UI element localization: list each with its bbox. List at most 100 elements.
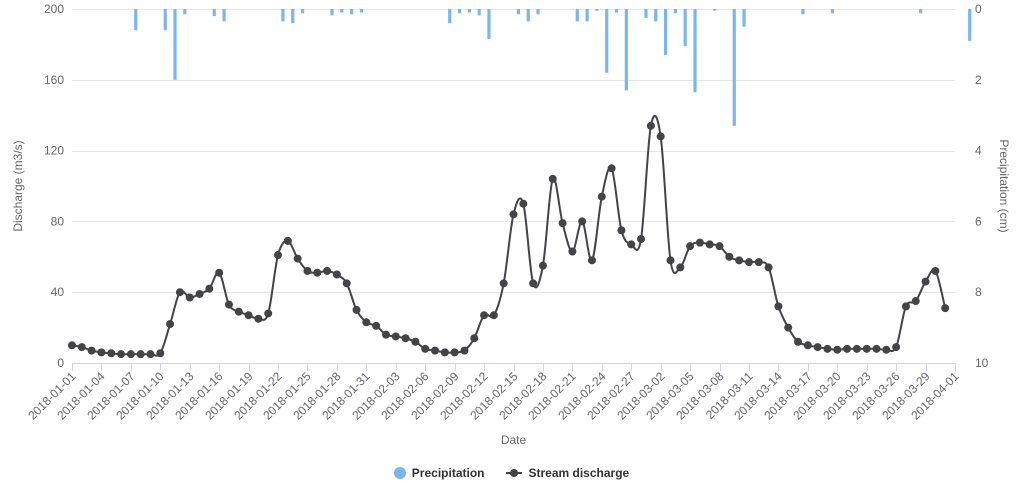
precipitation-bars[interactable]: [134, 9, 972, 126]
discharge-point[interactable]: [244, 311, 253, 320]
discharge-point[interactable]: [852, 344, 861, 353]
discharge-point[interactable]: [911, 297, 920, 306]
discharge-point[interactable]: [362, 318, 371, 327]
precipitation-bar[interactable]: [291, 9, 295, 24]
discharge-point[interactable]: [352, 305, 361, 314]
precipitation-bar[interactable]: [212, 9, 216, 17]
discharge-point[interactable]: [843, 344, 852, 353]
discharge-point[interactable]: [617, 226, 626, 235]
precipitation-bar[interactable]: [585, 9, 589, 22]
discharge-point[interactable]: [666, 256, 675, 265]
discharge-point[interactable]: [332, 270, 341, 279]
discharge-point[interactable]: [185, 293, 194, 302]
precipitation-bar[interactable]: [595, 9, 599, 11]
discharge-point[interactable]: [224, 300, 233, 309]
discharge-point[interactable]: [293, 254, 302, 263]
precipitation-bar[interactable]: [536, 9, 540, 15]
precipitation-bar[interactable]: [624, 9, 628, 91]
discharge-point[interactable]: [568, 247, 577, 256]
precipitation-bar[interactable]: [300, 9, 305, 14]
precipitation-bar[interactable]: [968, 9, 972, 41]
discharge-point[interactable]: [87, 346, 96, 355]
precipitation-bar[interactable]: [222, 9, 226, 22]
discharge-point[interactable]: [489, 311, 498, 320]
discharge-point[interactable]: [431, 346, 440, 355]
discharge-point[interactable]: [401, 334, 410, 343]
precipitation-bar[interactable]: [281, 9, 285, 22]
discharge-point[interactable]: [686, 242, 695, 251]
discharge-point[interactable]: [323, 266, 332, 275]
discharge-point[interactable]: [68, 341, 76, 350]
discharge-point[interactable]: [578, 217, 587, 226]
discharge-point[interactable]: [823, 344, 832, 353]
discharge-point[interactable]: [97, 348, 106, 357]
discharge-point[interactable]: [538, 261, 547, 270]
precipitation-bar[interactable]: [605, 9, 609, 73]
precipitation-bar[interactable]: [575, 9, 579, 22]
precipitation-bar[interactable]: [516, 9, 521, 15]
precipitation-bar[interactable]: [163, 9, 167, 31]
discharge-point[interactable]: [833, 345, 842, 354]
precipitation-bar[interactable]: [654, 9, 658, 22]
discharge-point[interactable]: [519, 199, 528, 208]
discharge-point[interactable]: [862, 344, 871, 353]
discharge-point[interactable]: [794, 337, 803, 346]
precipitation-bar[interactable]: [713, 9, 717, 11]
discharge-point[interactable]: [676, 263, 685, 272]
discharge-point[interactable]: [587, 256, 596, 265]
discharge-point[interactable]: [391, 332, 400, 341]
discharge-point[interactable]: [931, 266, 940, 275]
discharge-point[interactable]: [450, 348, 459, 357]
precipitation-bar[interactable]: [350, 9, 354, 15]
precipitation-bar[interactable]: [173, 9, 177, 80]
discharge-point[interactable]: [892, 343, 901, 352]
discharge-point[interactable]: [342, 279, 351, 288]
legend-item-precipitation[interactable]: Precipitation: [393, 466, 484, 480]
precipitation-bar[interactable]: [183, 9, 187, 15]
precipitation-bar[interactable]: [526, 9, 530, 22]
discharge-point[interactable]: [480, 311, 489, 320]
discharge-point[interactable]: [764, 263, 773, 272]
discharge-point[interactable]: [558, 219, 567, 228]
precipitation-bar[interactable]: [919, 9, 923, 14]
discharge-point[interactable]: [372, 321, 381, 330]
precipitation-bar[interactable]: [487, 9, 491, 40]
discharge-point[interactable]: [705, 240, 714, 249]
discharge-point[interactable]: [166, 320, 175, 329]
discharge-point[interactable]: [627, 240, 636, 249]
discharge-point[interactable]: [744, 258, 753, 267]
discharge-point[interactable]: [470, 334, 479, 343]
precipitation-bar[interactable]: [683, 9, 687, 47]
discharge-line[interactable]: [68, 114, 950, 359]
discharge-point[interactable]: [803, 341, 812, 350]
legend-item-stream-discharge[interactable]: Stream discharge: [506, 466, 629, 480]
discharge-point[interactable]: [303, 266, 312, 275]
discharge-point[interactable]: [607, 164, 616, 173]
discharge-point[interactable]: [136, 350, 145, 359]
discharge-point[interactable]: [381, 330, 390, 339]
precipitation-bar[interactable]: [467, 9, 471, 13]
precipitation-bar[interactable]: [644, 9, 648, 18]
discharge-point[interactable]: [637, 235, 646, 244]
discharge-point[interactable]: [715, 242, 724, 251]
precipitation-bar[interactable]: [663, 9, 668, 56]
discharge-point[interactable]: [901, 302, 910, 311]
discharge-point[interactable]: [313, 268, 322, 277]
precipitation-bar[interactable]: [732, 9, 736, 126]
discharge-point[interactable]: [156, 349, 165, 358]
discharge-point[interactable]: [460, 346, 469, 355]
precipitation-bar[interactable]: [614, 9, 619, 13]
discharge-point[interactable]: [264, 309, 273, 318]
precipitation-bar[interactable]: [359, 9, 364, 13]
discharge-point[interactable]: [77, 343, 86, 352]
discharge-point[interactable]: [695, 238, 704, 247]
precipitation-bar[interactable]: [693, 9, 697, 93]
discharge-point[interactable]: [941, 304, 950, 313]
discharge-point[interactable]: [215, 268, 224, 277]
precipitation-bar[interactable]: [742, 9, 746, 27]
discharge-point[interactable]: [411, 337, 420, 346]
discharge-point[interactable]: [509, 210, 518, 219]
discharge-point[interactable]: [195, 289, 204, 298]
precipitation-bar[interactable]: [477, 9, 481, 16]
discharge-point[interactable]: [725, 252, 734, 261]
